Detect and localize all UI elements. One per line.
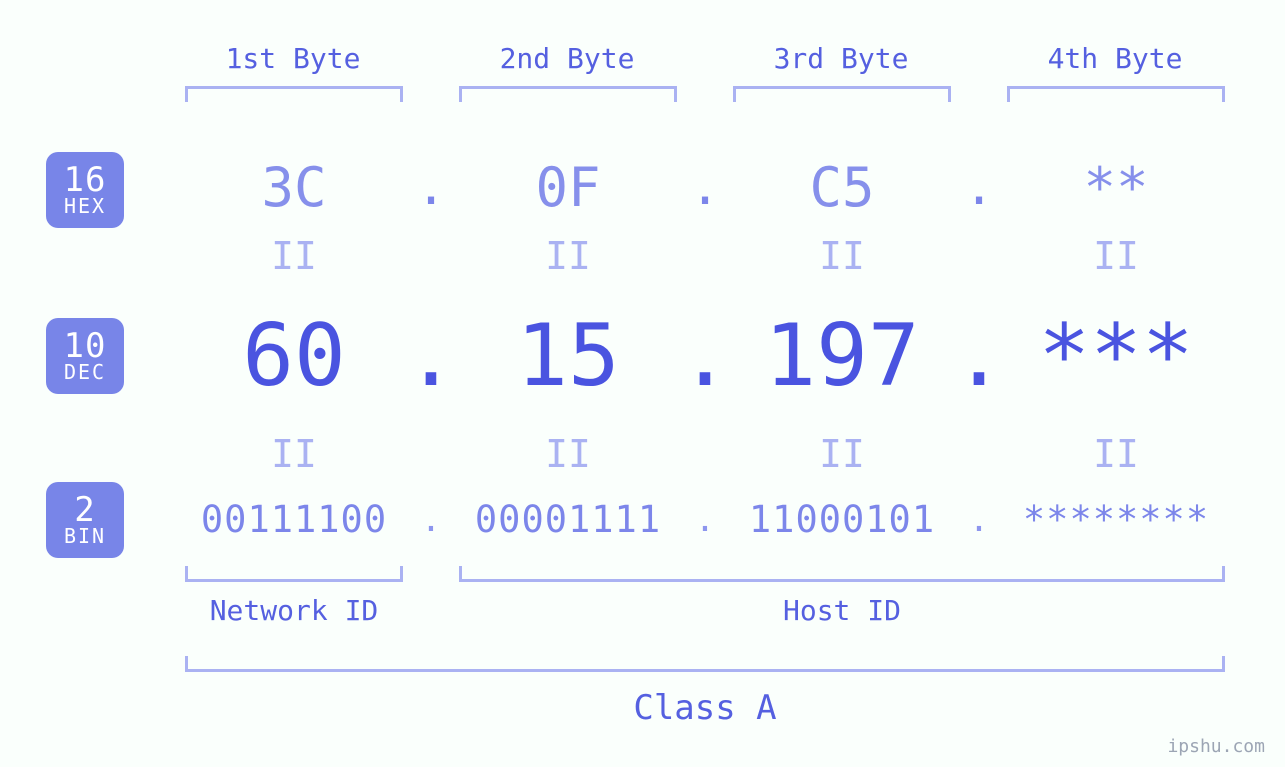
eq-dec-bin-4: II: [1007, 432, 1225, 476]
bracket-network-id: [185, 566, 403, 582]
eq-hex-dec-4: II: [1007, 234, 1225, 278]
dec-dot-3: .: [951, 306, 1007, 406]
bin-byte-2: 00001111: [459, 498, 677, 541]
hex-byte-4: **: [1007, 156, 1225, 219]
dec-dot-1: .: [403, 306, 459, 406]
label-class: Class A: [185, 688, 1225, 728]
label-network-id: Network ID: [185, 594, 403, 627]
badge-hex-label: HEX: [46, 196, 124, 217]
dec-byte-1: 60: [185, 306, 403, 406]
eq-hex-dec-2: II: [459, 234, 677, 278]
eq-dec-bin-2: II: [459, 432, 677, 476]
label-host-id: Host ID: [459, 594, 1225, 627]
bin-dot-1: .: [403, 500, 459, 540]
hex-byte-2: 0F: [459, 156, 677, 219]
eq-dec-bin-3: II: [733, 432, 951, 476]
dec-dot-2: .: [677, 306, 733, 406]
bin-byte-1: 00111100: [185, 498, 403, 541]
bracket-host-id: [459, 566, 1225, 582]
bracket-byte-4: [1007, 86, 1225, 102]
bin-dot-3: .: [951, 500, 1007, 540]
byte-header-4: 4th Byte: [1015, 42, 1215, 75]
bin-dot-2: .: [677, 500, 733, 540]
bracket-class: [185, 656, 1225, 672]
badge-bin: 2 BIN: [46, 482, 124, 558]
bracket-byte-3: [733, 86, 951, 102]
bracket-byte-2: [459, 86, 677, 102]
bin-byte-4: ********: [1007, 498, 1225, 541]
hex-dot-2: .: [677, 158, 733, 216]
dec-byte-4: ***: [1007, 306, 1225, 406]
badge-dec-label: DEC: [46, 362, 124, 383]
hex-dot-3: .: [951, 158, 1007, 216]
byte-header-1: 1st Byte: [193, 42, 393, 75]
eq-hex-dec-3: II: [733, 234, 951, 278]
badge-bin-label: BIN: [46, 526, 124, 547]
dec-byte-2: 15: [459, 306, 677, 406]
badge-hex-num: 16: [46, 163, 124, 199]
hex-byte-1: 3C: [185, 156, 403, 219]
bin-byte-3: 11000101: [733, 498, 951, 541]
badge-dec: 10 DEC: [46, 318, 124, 394]
bracket-byte-1: [185, 86, 403, 102]
byte-header-3: 3rd Byte: [741, 42, 941, 75]
hex-dot-1: .: [403, 158, 459, 216]
badge-hex: 16 HEX: [46, 152, 124, 228]
dec-byte-3: 197: [733, 306, 951, 406]
badge-bin-num: 2: [46, 493, 124, 529]
eq-dec-bin-1: II: [185, 432, 403, 476]
watermark: ipshu.com: [1167, 736, 1265, 757]
hex-byte-3: C5: [733, 156, 951, 219]
eq-hex-dec-1: II: [185, 234, 403, 278]
byte-header-2: 2nd Byte: [467, 42, 667, 75]
badge-dec-num: 10: [46, 329, 124, 365]
